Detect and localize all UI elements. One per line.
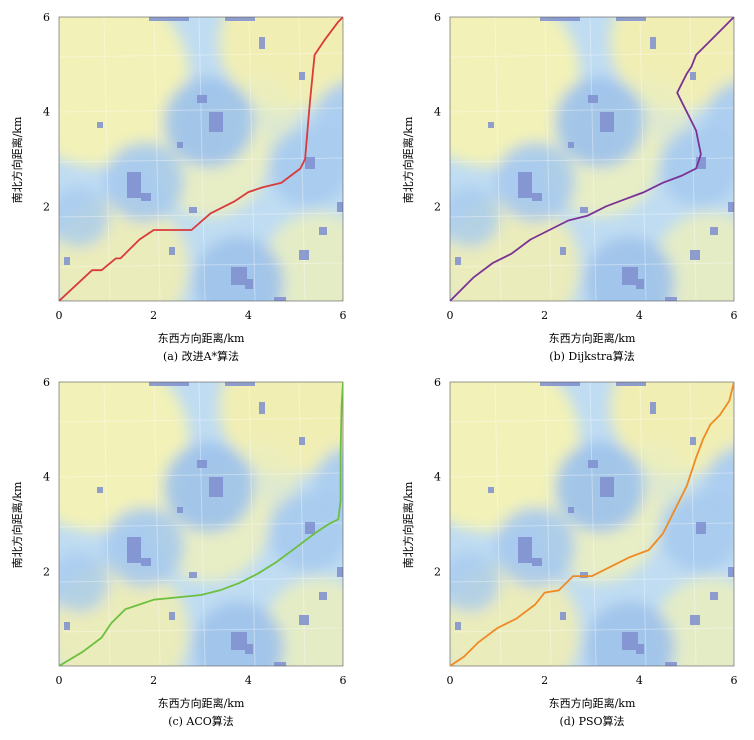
caption-a: (a) 改进A*算法 xyxy=(163,349,239,363)
ticks-c: 0 2 4 6 2 4 6 xyxy=(43,376,347,687)
y-tick-label-c: 6 xyxy=(43,376,50,389)
x-tick-label-d: 2 xyxy=(541,674,548,687)
y-tick-label-b: 2 xyxy=(434,200,441,213)
y-tick-label-b: 4 xyxy=(434,106,441,119)
panel-c: 0 2 4 6 2 4 6 东西方向距离/km 南北方向距离/km (c) ACO算法 xyxy=(10,376,347,728)
ticks-d: 0 2 4 6 2 4 6 xyxy=(434,376,738,687)
ticks-a: 0 2 4 6 2 4 6 xyxy=(43,11,347,322)
heatmap-background-a xyxy=(59,17,343,301)
plot-area-a xyxy=(58,16,344,302)
x-axis-label-d: 东西方向距离/km xyxy=(549,696,636,710)
y-axis-label-d: 南北方向距离/km xyxy=(401,481,415,568)
x-tick-label-c: 2 xyxy=(150,674,157,687)
y-tick-label-a: 4 xyxy=(43,106,50,119)
y-tick-label-b: 6 xyxy=(434,11,441,24)
plot-frame-a xyxy=(58,16,344,302)
plot-frame-d xyxy=(449,381,735,667)
x-tick-label-b: 6 xyxy=(731,309,738,322)
path-line-b xyxy=(450,17,734,301)
x-tick-label-a: 4 xyxy=(245,309,252,322)
x-tick-label-d: 0 xyxy=(447,674,454,687)
x-tick-label-d: 6 xyxy=(731,674,738,687)
x-axis-label-a: 东西方向距离/km xyxy=(158,331,245,345)
panel-a: 0 2 4 6 2 4 6 东西方向距离/km 南北方向距离/km (a) 改进A*算法 xyxy=(10,11,347,363)
y-tick-label-d: 6 xyxy=(434,376,441,389)
x-axis-label-c: 东西方向距离/km xyxy=(158,696,245,710)
plot-frame-b xyxy=(449,16,735,302)
x-tick-label-c: 6 xyxy=(340,674,347,687)
x-tick-label-a: 2 xyxy=(150,309,157,322)
y-axis-label-c: 南北方向距离/km xyxy=(10,481,24,568)
x-axis-label-b: 东西方向距离/km xyxy=(549,331,636,345)
x-tick-label-a: 0 xyxy=(56,309,63,322)
plot-frame-c xyxy=(58,381,344,667)
y-axis-label-b: 南北方向距离/km xyxy=(401,116,415,203)
x-tick-label-b: 2 xyxy=(541,309,548,322)
x-tick-label-b: 4 xyxy=(636,309,643,322)
x-tick-label-c: 0 xyxy=(56,674,63,687)
caption-d: (d) PSO算法 xyxy=(559,714,624,728)
y-tick-label-c: 4 xyxy=(43,471,50,484)
heatmap-background-d xyxy=(450,382,734,666)
plot-area-c xyxy=(58,381,344,667)
path-line-c xyxy=(59,382,343,666)
y-tick-label-a: 6 xyxy=(43,11,50,24)
path-line-d xyxy=(450,382,734,666)
plot-area-b xyxy=(449,16,735,302)
path-line-a xyxy=(59,17,343,301)
caption-b: (b) Dijkstra算法 xyxy=(549,349,634,363)
panel-d: 0 2 4 6 2 4 6 东西方向距离/km 南北方向距离/km (d) PSO算法 xyxy=(401,376,738,728)
x-tick-label-c: 4 xyxy=(245,674,252,687)
x-tick-label-d: 4 xyxy=(636,674,643,687)
y-tick-label-c: 2 xyxy=(43,565,50,578)
y-tick-label-a: 2 xyxy=(43,200,50,213)
x-tick-label-a: 6 xyxy=(340,309,347,322)
heatmap-background-c xyxy=(59,382,343,666)
y-tick-label-d: 2 xyxy=(434,565,441,578)
plot-area-d xyxy=(449,381,735,667)
ticks-b: 0 2 4 6 2 4 6 xyxy=(434,11,738,322)
x-tick-label-b: 0 xyxy=(447,309,454,322)
caption-c: (c) ACO算法 xyxy=(168,714,234,728)
heatmap-background-b xyxy=(450,17,734,301)
y-tick-label-d: 4 xyxy=(434,471,441,484)
y-axis-label-a: 南北方向距离/km xyxy=(10,116,24,203)
panel-b: 0 2 4 6 2 4 6 东西方向距离/km 南北方向距离/km (b) Dijkstra… xyxy=(401,11,738,363)
